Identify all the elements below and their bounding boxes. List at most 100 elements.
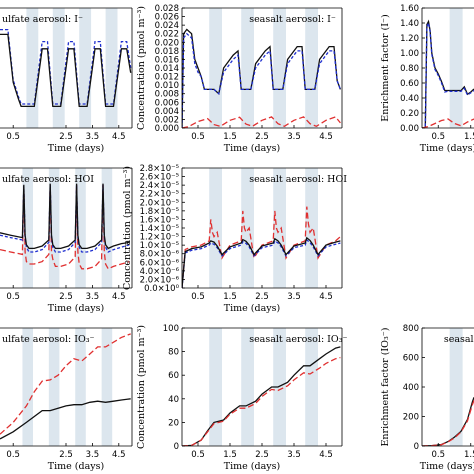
y-tick-label: 0.002	[155, 115, 179, 125]
panel-p1: 0.5 2.5 3.5 4.5 Time (days) ulfate aerosol: I…	[0, 7, 133, 154]
panel-p3: 0.5 1.5 0.00 0.20 0.40 0.60 0.80 1.00 1.20 1.40 1.…	[380, 4, 474, 154]
night-band	[101, 168, 113, 288]
y-tick-label: 0.012	[155, 73, 179, 83]
x-tick-label: 4.5	[112, 292, 126, 302]
x-tick-label: 0.5	[191, 450, 205, 460]
x-tick-label: 1.5	[464, 450, 474, 460]
y-tick-label: 2.8×10⁻⁵	[140, 164, 179, 174]
night-band	[273, 8, 286, 128]
x-tick-label: 2.5	[255, 292, 269, 302]
series-line-red	[182, 356, 341, 446]
panel-p9: 0.5 1.5 0 200 400 600 800 Time (days) Enrichment…	[380, 324, 474, 472]
x-tick-label: 3.5	[287, 450, 301, 460]
y-axis-label: Concentration (pmol m⁻³)	[136, 6, 147, 130]
series-line-black	[0, 33, 132, 108]
series-line-black	[182, 346, 341, 446]
x-tick-label: 3.5	[86, 292, 100, 302]
y-tick-label: 0.026	[155, 13, 179, 23]
x-tick-label: 3.5	[86, 450, 100, 460]
x-tick-label: 0.5	[6, 292, 20, 302]
x-tick-label: 0.5	[431, 132, 445, 142]
night-band	[48, 168, 60, 288]
y-tick-label: 1.8×10⁻⁵	[140, 207, 179, 217]
y-tick-label: 0.018	[155, 47, 179, 57]
x-tick-label: 3.5	[86, 132, 100, 142]
y-tick-label: 0.000	[155, 124, 179, 134]
panel-title: ulfate aerosol: HOI	[2, 174, 94, 185]
x-axis-label: Time (days)	[48, 461, 104, 472]
series-line-black	[0, 183, 130, 250]
x-tick-label: 1.5	[223, 450, 237, 460]
x-axis-label: Time (days)	[224, 143, 280, 154]
y-axis-label: Concentration (pmol m⁻³)	[136, 325, 147, 449]
series-line-blue	[182, 32, 342, 128]
y-tick-label: 0.016	[155, 55, 179, 65]
y-axis-label: Concentration (pmol m⁻³)	[122, 166, 133, 290]
y-tick-label: 0.006	[155, 98, 179, 108]
night-band	[305, 168, 318, 288]
y-tick-label: 400	[403, 383, 419, 393]
x-tick-label: 4.5	[319, 450, 333, 460]
y-tick-label: 0.80	[400, 64, 419, 74]
x-tick-label: 1.5	[223, 292, 237, 302]
series-line-red	[422, 118, 474, 128]
night-band	[305, 328, 318, 446]
x-tick-label: 3.5	[287, 292, 301, 302]
panel-title: seasalt aerosol: IO₃⁻	[249, 334, 347, 345]
y-axis-label: Enrichment factor (I⁻)	[380, 14, 391, 121]
x-tick-label: 2.5	[255, 132, 269, 142]
y-tick-label: 20	[168, 418, 179, 428]
y-tick-label: 0.020	[155, 38, 179, 48]
y-tick-label: 1.20	[400, 34, 419, 44]
panel-p4: 0.5 2.5 3.5 4.5 Time (days) ulfate aerosol: H…	[0, 167, 133, 314]
night-band	[22, 328, 33, 446]
y-tick-label: 0	[414, 442, 419, 452]
x-tick-label: 0.5	[431, 450, 445, 460]
panel-title: seasal	[444, 334, 474, 345]
night-band	[79, 8, 92, 128]
y-tick-label: 40	[168, 395, 179, 405]
night-band	[241, 328, 254, 446]
series-line-red	[0, 333, 131, 435]
y-tick-label: 0.60	[400, 79, 419, 89]
x-tick-label: 0.5	[191, 132, 205, 142]
x-axis-label: Time (days)	[420, 461, 474, 472]
x-axis-label: Time (days)	[48, 303, 104, 314]
x-tick-label: 2.5	[59, 132, 73, 142]
night-band	[22, 168, 33, 288]
y-tick-label: 0.00	[400, 124, 419, 134]
night-band	[209, 328, 222, 446]
y-tick-label: 0.0×10⁰	[144, 284, 179, 294]
y-tick-label: 2.0×10⁻⁵	[140, 198, 179, 208]
x-axis-label: Time (days)	[224, 303, 280, 314]
y-tick-label: 2.4×10⁻⁵	[140, 181, 179, 191]
y-tick-label: 2.2×10⁻⁵	[140, 190, 179, 200]
x-tick-label: 4.5	[112, 450, 126, 460]
panel-p7: 0.5 2.5 3.5 4.5 Time (days) ulfate aerosol: I…	[0, 327, 133, 472]
y-tick-label: 1.6×10⁻⁵	[140, 215, 179, 225]
panel-p8: 0.5 1.5 2.5 3.5 4.5 0 20 40 60 80 100 Time (days) Co…	[136, 324, 348, 472]
panel-title: ulfate aerosol: I⁻	[2, 14, 83, 25]
x-tick-label: 4.5	[319, 132, 333, 142]
y-tick-label: 0.024	[155, 21, 179, 31]
y-tick-label: 0.010	[155, 81, 179, 91]
y-tick-label: 1.60	[400, 4, 419, 14]
y-tick-label: 1.00	[400, 49, 419, 59]
x-tick-label: 3.5	[287, 132, 301, 142]
y-tick-label: 0.022	[155, 30, 179, 40]
x-tick-label: 0.5	[6, 132, 20, 142]
panel-p5: 0.5 1.5 2.5 3.5 4.5 0.0×10⁰2.0×10⁻⁶4.0×10⁻⁶6.…	[122, 164, 347, 314]
y-tick-label: 8.0×10⁻⁶	[140, 250, 180, 260]
x-tick-label: 4.5	[319, 292, 333, 302]
series-line-black	[422, 19, 474, 128]
y-tick-label: 0.028	[155, 4, 179, 14]
y-tick-label: 60	[168, 371, 179, 381]
series-line-red	[0, 184, 130, 270]
y-tick-label: 2.0×10⁻⁶	[140, 275, 180, 285]
series-line-blue	[0, 28, 132, 105]
y-tick-label: 0.20	[400, 109, 419, 119]
y-axis-label: Enrichment factor (IO₃⁻)	[380, 327, 391, 446]
series-line-blue	[182, 238, 341, 288]
y-tick-label: 6.0×10⁻⁶	[140, 258, 180, 268]
